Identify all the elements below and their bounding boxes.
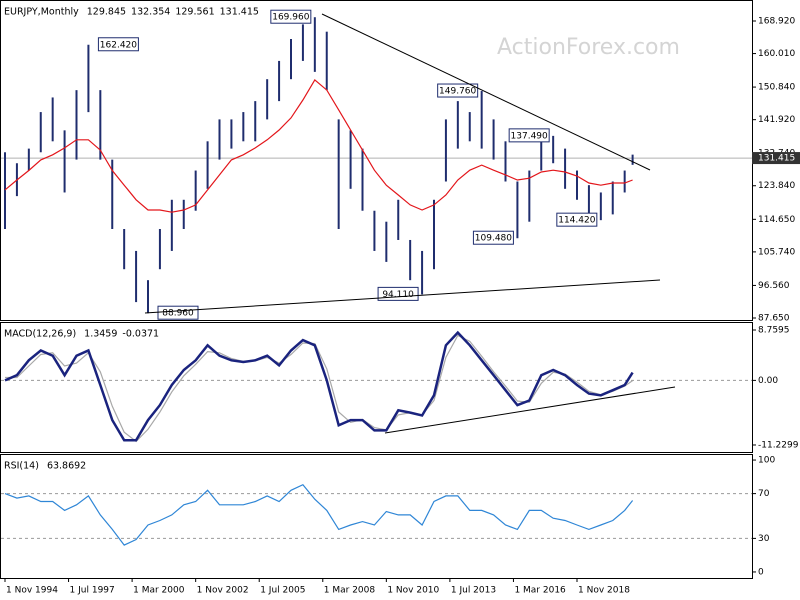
annotation-box [97,37,139,52]
x-tick-label: 1 Nov 2002 [197,586,249,596]
annotation-label: 149.760 [439,87,476,97]
x-tick-label: 1 Nov 2018 [578,586,630,596]
y-tick-label: 8.7595 [758,325,790,335]
support-trendline [144,279,661,314]
series-line [5,334,633,443]
current-price-box [752,152,800,165]
x-tick-label: 1 Jul 1997 [70,586,115,596]
annotation-box [508,128,550,143]
annotation-label: 88.960 [162,309,194,319]
x-tick-label: 1 Mar 2016 [514,586,566,596]
header-value: 1.3459 [84,329,117,340]
y-tick-label: 150.840 [758,83,795,93]
header-value: 132.354 [131,7,170,18]
x-tick-label: 1 Nov 1994 [6,586,58,596]
annotation-label: 162.420 [100,40,137,50]
panel-frame [0,454,753,579]
panel-title: RSI(14) [4,461,39,472]
x-tick-label: 1 Mar 2000 [133,586,185,596]
y-tick-label: 160.010 [758,49,795,59]
y-tick-label: 123.840 [758,181,795,191]
annotation-box [270,9,312,24]
y-tick-label: -11.2299 [758,440,799,450]
x-tick-label: 1 Nov 2010 [387,586,439,596]
annotation-box [437,83,479,98]
y-tick-label: 87.650 [758,313,790,323]
y-tick-label: 100 [758,456,775,466]
series-line [4,483,634,546]
series-line [4,78,633,213]
x-tick-label: 1 Jul 2013 [451,586,496,596]
annotation-box [556,212,598,227]
y-tick-label: 70 [758,489,770,499]
header-value: -0.0371 [122,329,159,340]
x-tick-label: 1 Mar 2008 [324,586,376,596]
annotation-label: 169.960 [272,13,309,23]
annotation-label: 94.110 [382,290,414,300]
y-tick-label: 141.920 [758,115,795,125]
y-tick-label: 105.740 [758,247,795,257]
current-price-label: 131.415 [758,154,795,164]
panel-title: MACD(12,26,9) [4,329,76,340]
watermark: ActionForex.com [497,35,680,60]
y-tick-label: 0.00 [758,376,778,386]
panel-frame [0,322,753,453]
y-tick-label: 114.650 [758,215,795,225]
header-value: 63.8692 [47,461,86,472]
annotation-label: 109.480 [475,234,512,244]
x-tick-label: 1 Jul 2005 [260,586,305,596]
annotation-box [472,230,514,245]
y-tick-label: 96.560 [758,281,790,291]
resistance-trendline [321,13,651,171]
y-tick-label: 30 [758,534,770,544]
header-value: 129.845 [87,7,126,18]
annotation-label: 114.420 [558,216,595,226]
plot-area [4,483,634,546]
panel-title: EURJPY,Monthly [4,7,79,18]
y-tick-label: 168.920 [758,17,795,27]
header-value: 131.415 [220,7,259,18]
header-value: 129.561 [175,7,214,18]
series-line [4,330,634,442]
macd-trendline [384,386,676,434]
plot-area [1,17,752,314]
y-tick-label: 0 [758,567,764,577]
annotation-label: 137.490 [511,131,548,141]
plot-area [4,330,634,443]
annotation-box [157,305,199,320]
